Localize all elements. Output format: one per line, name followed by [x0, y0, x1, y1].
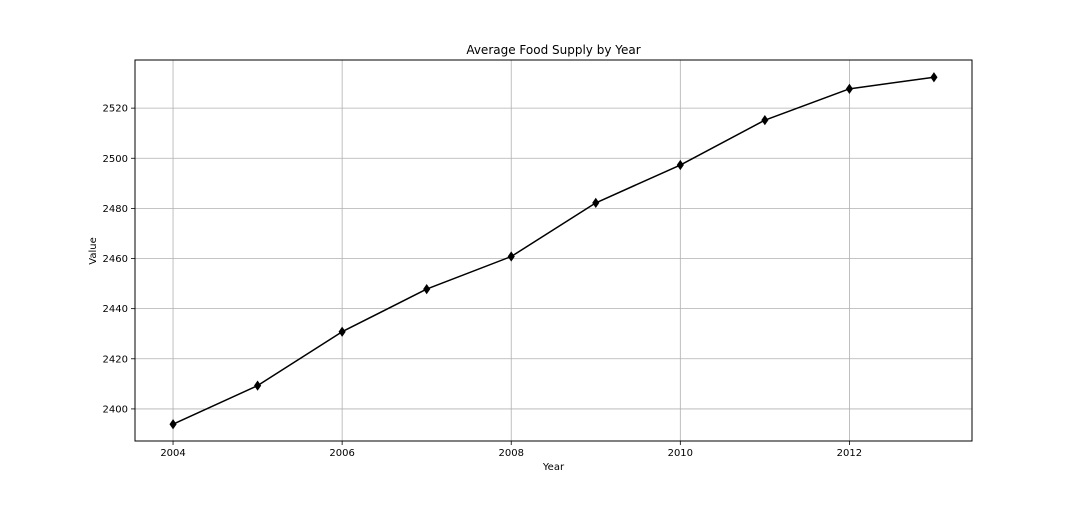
x-tick-label: 2008 [499, 448, 524, 459]
y-tick-label: 2460 [103, 254, 128, 265]
y-tick-label: 2500 [103, 154, 128, 165]
data-point [254, 380, 262, 391]
gridlines [135, 60, 972, 441]
y-tick-label: 2440 [103, 304, 128, 315]
x-tick-label: 2012 [837, 448, 862, 459]
data-point [423, 283, 431, 295]
y-tick-label: 2420 [103, 354, 128, 365]
x-tick-label: 2006 [329, 448, 354, 459]
data-point [169, 419, 177, 430]
data-point [676, 159, 684, 171]
data-point [338, 326, 346, 337]
data-point [507, 251, 515, 262]
series-line [172, 76, 935, 425]
data-point [592, 197, 600, 209]
chart-title: Average Food Supply by Year [466, 43, 640, 57]
data-point [761, 115, 769, 126]
plot-frame [134, 59, 973, 442]
x-tick-label: 2010 [668, 448, 693, 459]
y-tick-label: 2400 [103, 404, 128, 415]
data-point [845, 83, 853, 94]
data-point [930, 72, 938, 83]
y-tick-label: 2480 [103, 204, 128, 215]
axis-ticks: 2004 2006 2008 2010 2012 2400 2420 2440 2460 2480… [103, 104, 863, 459]
x-tick-label: 2004 [160, 448, 185, 459]
series-group [169, 72, 938, 430]
x-axis-label: Year [542, 462, 565, 473]
y-tick-label: 2520 [103, 104, 128, 115]
y-axis-label: Value [88, 237, 99, 264]
